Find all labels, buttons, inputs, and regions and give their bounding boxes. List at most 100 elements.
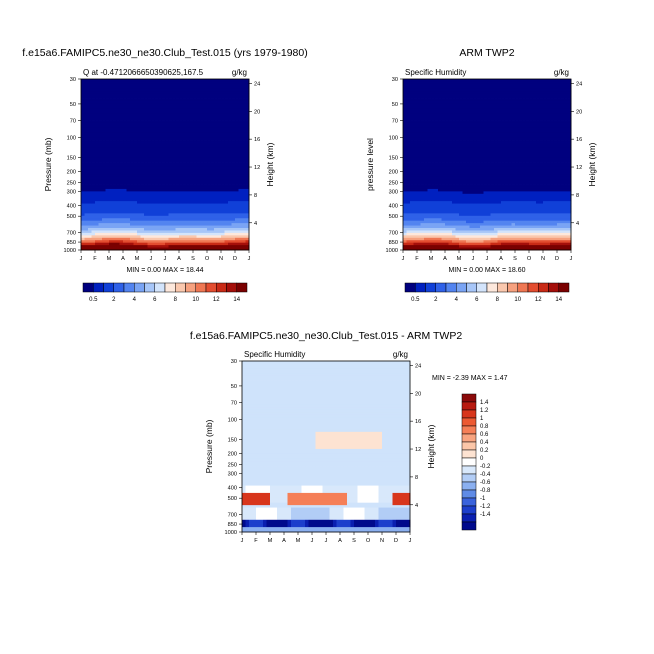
field-cell <box>95 176 99 180</box>
field-cell <box>476 213 481 217</box>
field-cell <box>245 198 250 202</box>
field-cell <box>452 88 456 92</box>
field-cell <box>109 135 113 139</box>
field-cell <box>102 140 106 143</box>
field-cell <box>462 130 467 134</box>
field-cell <box>172 223 176 226</box>
field-cell <box>427 166 432 170</box>
field-cell <box>217 218 222 222</box>
field-cell <box>214 122 218 126</box>
field-cell <box>81 215 85 219</box>
field-cell <box>231 228 236 231</box>
field-cell <box>452 86 456 90</box>
field-cell <box>403 176 407 180</box>
field-cell <box>448 127 453 131</box>
field-cell <box>217 201 222 204</box>
field-cell <box>473 152 477 156</box>
field-cell <box>95 179 99 182</box>
field-cell <box>88 223 92 226</box>
field-cell <box>473 215 477 219</box>
field-cell <box>452 225 456 229</box>
field-cell <box>137 100 141 104</box>
field-cell <box>466 91 470 95</box>
field-cell <box>154 210 159 214</box>
field-cell <box>235 115 239 119</box>
field-cell <box>424 135 428 139</box>
field-cell <box>158 218 162 222</box>
field-cell <box>238 242 243 246</box>
field-cell <box>217 245 222 248</box>
field-cell <box>161 122 166 126</box>
field-cell <box>406 166 411 170</box>
field-cell <box>224 196 229 200</box>
field-cell <box>431 113 435 117</box>
field-cell <box>88 213 92 217</box>
field-cell <box>473 242 477 246</box>
field-cell <box>102 159 106 163</box>
field-cell <box>182 247 187 251</box>
field-cell <box>235 98 239 102</box>
field-cell <box>126 228 131 231</box>
field-cell <box>438 210 442 214</box>
field-cell <box>84 247 89 251</box>
field-cell <box>455 79 460 82</box>
field-cell <box>91 159 96 163</box>
field-cell <box>144 91 148 95</box>
field-cell <box>196 206 201 209</box>
field-cell <box>469 98 474 102</box>
field-cell <box>140 225 145 229</box>
field-cell <box>231 245 236 248</box>
field-cell <box>245 108 250 112</box>
field-cell <box>245 132 250 136</box>
field-cell <box>161 171 166 175</box>
field-cell <box>123 132 127 136</box>
field-cell <box>238 171 243 175</box>
field-cell <box>179 201 183 204</box>
field-cell <box>161 93 166 97</box>
field-cell <box>182 171 187 175</box>
field-cell <box>473 154 477 158</box>
field-cell <box>217 223 222 226</box>
field-cell <box>189 140 194 143</box>
field-cell <box>161 242 166 246</box>
field-cell <box>424 196 428 200</box>
field-cell <box>186 164 190 168</box>
field-cell <box>403 100 407 104</box>
field-cell <box>84 142 89 146</box>
field-cell <box>186 142 190 146</box>
field-cell <box>196 113 201 117</box>
field-cell <box>448 247 453 251</box>
field-cell <box>438 232 442 236</box>
field-cell <box>151 147 155 151</box>
field-cell <box>410 188 414 192</box>
field-cell <box>172 120 176 124</box>
field-cell <box>410 210 414 214</box>
field-cell <box>476 198 481 202</box>
field-cell <box>224 118 229 121</box>
field-cell <box>189 230 194 234</box>
field-cell <box>466 108 470 112</box>
field-cell <box>459 157 463 161</box>
field-cell <box>406 184 411 187</box>
field-cell <box>438 245 442 248</box>
field-cell <box>161 210 166 214</box>
field-cell <box>109 137 113 141</box>
panel-units: g/kg <box>232 68 247 77</box>
field-cell <box>109 96 113 99</box>
field-cell <box>238 122 243 126</box>
field-cell <box>137 142 141 146</box>
field-cell <box>203 137 208 141</box>
field-cell <box>431 118 435 121</box>
field-cell <box>445 120 449 124</box>
field-cell <box>140 149 145 153</box>
field-cell <box>116 174 120 178</box>
field-cell <box>459 130 463 134</box>
field-cell <box>154 91 159 95</box>
field-cell <box>102 132 106 136</box>
field-cell <box>200 174 204 178</box>
field-cell <box>189 118 194 121</box>
field-cell <box>161 86 166 90</box>
field-cell <box>137 120 141 124</box>
field-cell <box>130 230 134 234</box>
field-cell <box>140 188 145 192</box>
